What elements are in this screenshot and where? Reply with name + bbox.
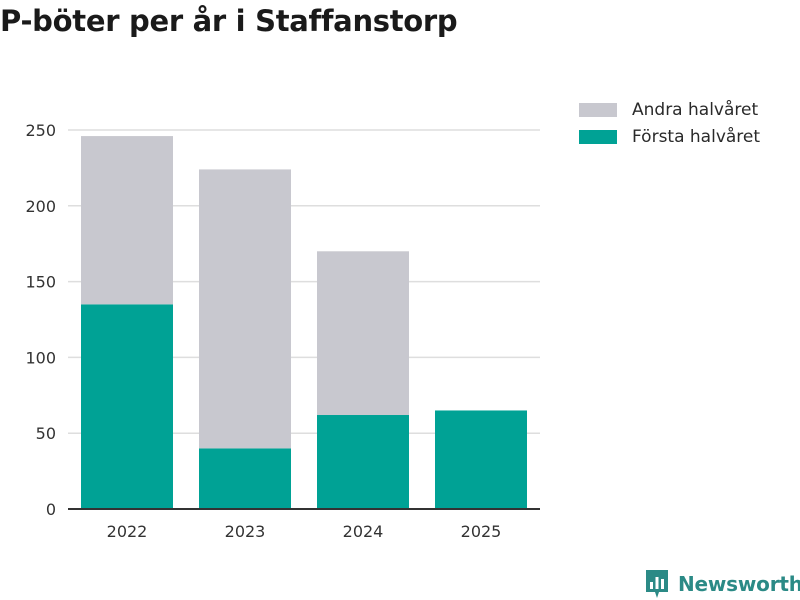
brand-name: Newsworthy	[678, 572, 800, 596]
bar-first-half-2024	[317, 415, 409, 509]
x-tick-label-2022: 2022	[107, 522, 148, 541]
x-tick-label-2025: 2025	[461, 522, 502, 541]
y-tick-label-50: 50	[36, 424, 56, 443]
bar-second-half-2023	[199, 169, 291, 449]
legend: Andra halvåret Första halvåret	[579, 96, 760, 150]
legend-item-first-half: Första halvåret	[579, 123, 760, 150]
bar-first-half-2022	[81, 304, 173, 509]
y-tick-label-100: 100	[25, 348, 56, 367]
y-tick-label-250: 250	[25, 121, 56, 140]
legend-item-second-half: Andra halvåret	[579, 96, 760, 123]
brand: Newsworthy	[644, 568, 800, 600]
x-tick-label-2023: 2023	[225, 522, 266, 541]
bar-second-half-2022	[81, 136, 173, 305]
x-tick-label-2024: 2024	[343, 522, 384, 541]
bar-second-half-2024	[317, 251, 409, 416]
y-tick-label-200: 200	[25, 197, 56, 216]
newsworthy-logo-icon	[646, 570, 668, 598]
legend-label-first-half: Första halvåret	[632, 126, 761, 147]
legend-swatch-second-half	[579, 102, 617, 117]
legend-swatch-first-half	[579, 129, 617, 144]
bar-first-half-2023	[199, 448, 291, 509]
y-tick-label-150: 150	[25, 273, 56, 292]
chart-title: P-böter per år i Staffanstorp	[0, 4, 458, 38]
y-tick-label-0: 0	[46, 500, 56, 519]
bar-first-half-2025	[435, 410, 527, 509]
legend-label-second-half: Andra halvåret	[632, 99, 759, 120]
